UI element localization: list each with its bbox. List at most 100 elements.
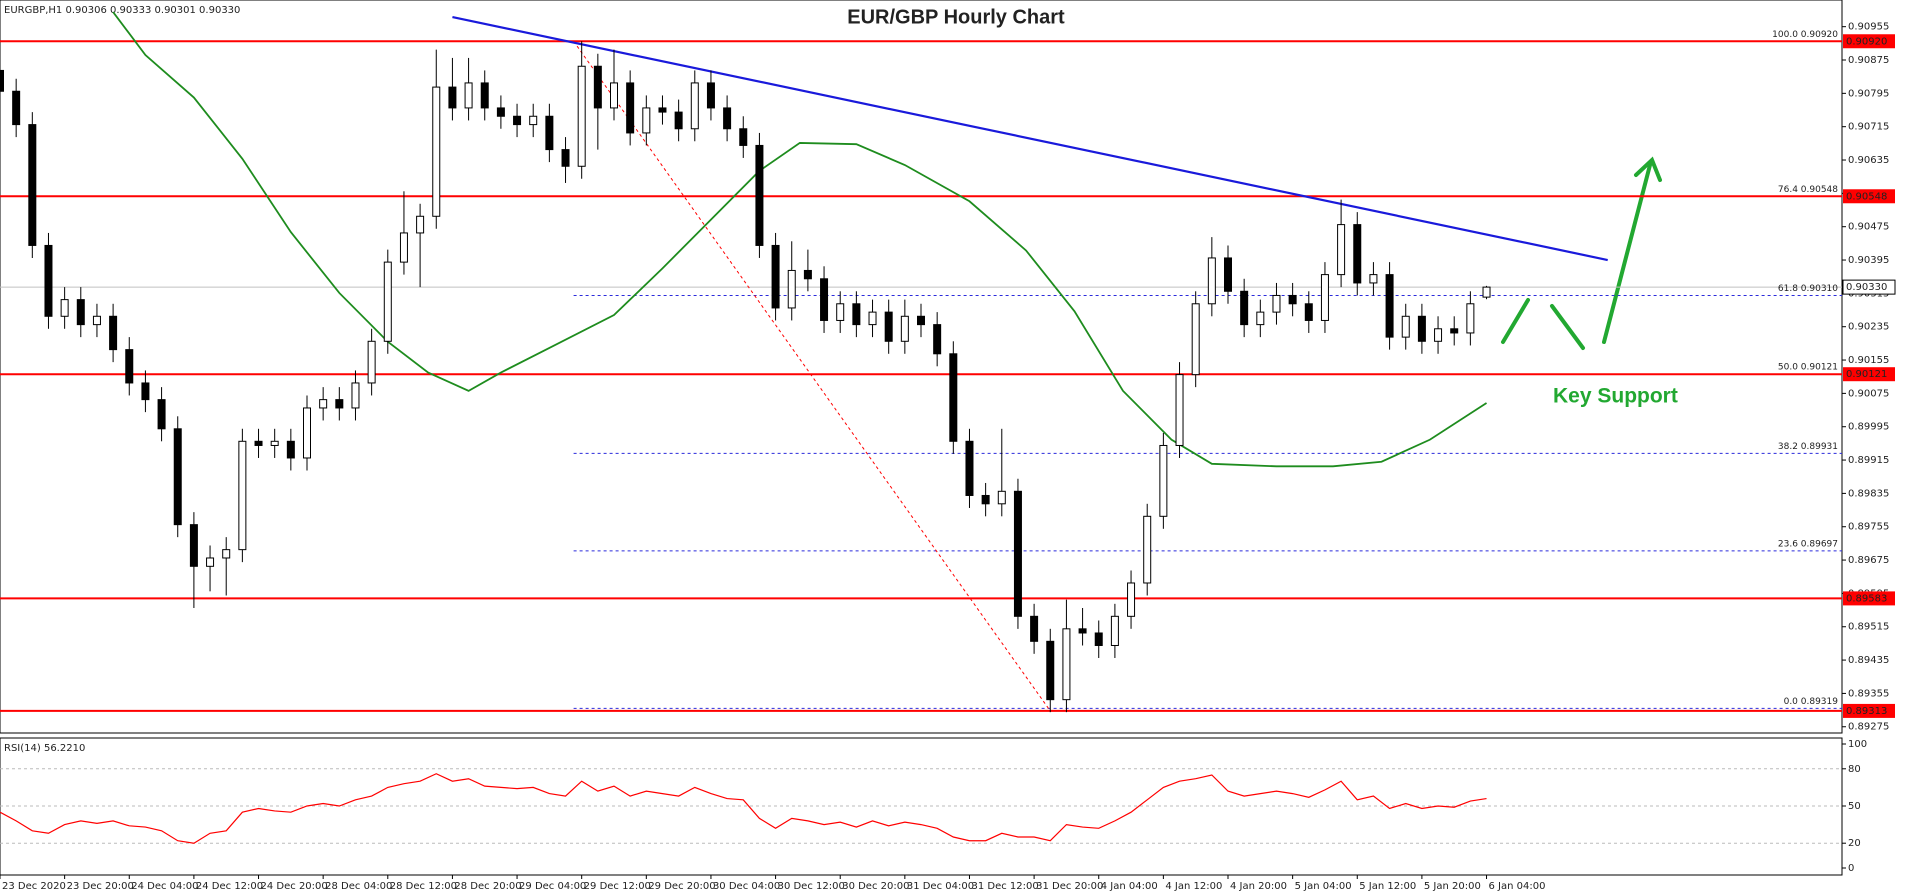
rsi-line — [0, 773, 1487, 844]
candle-body — [803, 269, 812, 280]
level-label: 0.90548 — [1846, 191, 1887, 202]
candle-body — [1434, 328, 1443, 342]
candle-body — [771, 244, 780, 309]
x-tick-label: 23 Dec 2020 — [2, 881, 66, 892]
fib-label: 50.0 0.90121 — [1778, 363, 1838, 373]
candle-body — [28, 124, 37, 246]
x-tick-label: 30 Dec 20:00 — [842, 881, 909, 892]
candle-body — [480, 82, 489, 109]
candle-body — [0, 69, 4, 92]
candle-body — [367, 340, 376, 384]
candle-body — [917, 315, 925, 326]
candle-body — [1159, 444, 1168, 517]
candle-body — [1450, 328, 1459, 334]
candle-body — [1240, 290, 1249, 326]
candle-body — [125, 349, 134, 384]
level-box — [1843, 703, 1895, 718]
candle-body — [1110, 615, 1119, 646]
candle-body — [933, 324, 942, 355]
x-tick-label: 29 Dec 20:00 — [648, 881, 715, 892]
y-tick-label: 0.90715 — [1848, 122, 1889, 133]
x-tick-label: 28 Dec 20:00 — [454, 881, 521, 892]
candle-body — [1353, 224, 1362, 284]
candle-body — [642, 107, 651, 134]
candle-body — [1078, 628, 1087, 634]
candle-body — [900, 315, 909, 342]
level-label: 0.90121 — [1846, 369, 1887, 380]
arrow-head — [1634, 156, 1662, 182]
candle-body — [577, 65, 586, 167]
level-box — [1843, 367, 1895, 382]
arrow-down — [1550, 304, 1585, 350]
x-tick-label: 4 Jan 12:00 — [1165, 881, 1222, 892]
x-tick-label: 24 Dec 04:00 — [131, 881, 198, 892]
y-tick-label: 0.90075 — [1848, 388, 1889, 399]
y-tick-label: 0.90475 — [1848, 222, 1889, 233]
candle-body — [658, 107, 667, 113]
candle-body — [836, 303, 845, 321]
candle-body — [1466, 303, 1475, 334]
candle-body — [787, 269, 796, 309]
candle-body — [270, 440, 279, 446]
candle-body — [852, 303, 861, 326]
candle-body — [1401, 315, 1410, 338]
candle-body — [997, 490, 1006, 505]
y-tick-label: 0.89835 — [1848, 488, 1889, 499]
candle-body — [513, 115, 522, 126]
candle-body — [723, 107, 732, 130]
candle-body — [965, 440, 974, 496]
x-tick-label: 4 Jan 04:00 — [1101, 881, 1158, 892]
y-tick-label: 0.90155 — [1848, 355, 1889, 366]
candle-body — [254, 440, 263, 446]
candle-body — [1272, 294, 1281, 313]
arrow-up — [1602, 163, 1652, 344]
fib-diagonal — [573, 40, 1051, 712]
x-tick-label: 29 Dec 12:00 — [584, 881, 651, 892]
y-tick-label: 0.90795 — [1848, 88, 1889, 99]
candle-body — [884, 311, 893, 342]
fib-label: 23.6 0.89697 — [1778, 539, 1838, 549]
rsi-tick-label: 100 — [1848, 739, 1867, 750]
candle-body — [1224, 257, 1232, 292]
x-tick-label: 24 Dec 12:00 — [196, 881, 263, 892]
x-tick-label: 31 Dec 04:00 — [907, 881, 974, 892]
candle-body — [222, 549, 231, 559]
candle-body — [1304, 303, 1313, 321]
candle-body — [1030, 615, 1039, 642]
candle-body — [416, 215, 425, 234]
x-tick-label: 31 Dec 12:00 — [971, 881, 1038, 892]
candle-body — [238, 440, 247, 551]
candle-body — [432, 86, 441, 217]
candle-body — [1191, 303, 1200, 376]
y-tick-label: 0.89515 — [1848, 622, 1889, 633]
candle-body — [529, 115, 538, 126]
candle-body — [496, 107, 505, 117]
x-tick-label: 5 Jan 12:00 — [1359, 881, 1416, 892]
candle-body — [949, 353, 958, 442]
y-tick-label: 0.89675 — [1848, 555, 1889, 566]
candle-body — [868, 311, 877, 326]
candle-body — [319, 399, 328, 409]
y-tick-label: 0.89755 — [1848, 522, 1889, 533]
trendline — [452, 16, 1608, 262]
y-tick-label: 0.89995 — [1848, 422, 1889, 433]
candle-body — [141, 382, 150, 401]
candle-body — [303, 407, 311, 459]
candle-body — [1369, 274, 1378, 284]
candle-body — [1207, 257, 1216, 305]
chart-title: EUR/GBP Hourly Chart — [847, 6, 1065, 28]
candle-body — [1288, 294, 1297, 305]
candle-body — [1320, 274, 1329, 321]
candle-body — [820, 278, 829, 321]
rsi-label: RSI(14) 56.2210 — [4, 743, 85, 754]
candle-body — [706, 82, 715, 109]
candle-body — [12, 90, 21, 126]
candle-body — [1046, 640, 1055, 701]
candle-body — [674, 111, 683, 130]
moving-average — [112, 11, 1488, 468]
candle-body — [157, 399, 166, 430]
candle-body — [1385, 274, 1394, 338]
rsi-tick-label: 80 — [1848, 764, 1861, 775]
